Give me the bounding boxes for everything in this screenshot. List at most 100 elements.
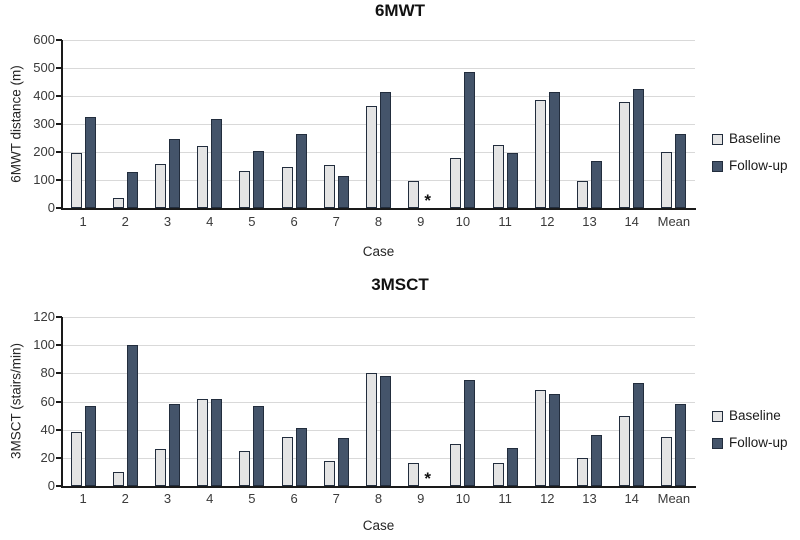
bar-baseline (619, 102, 631, 208)
y-tick-mark (56, 485, 62, 487)
x-tick-label: 8 (374, 491, 383, 506)
bar-followup (675, 404, 687, 486)
bar-baseline (197, 399, 209, 486)
x-axis-title-6mwt: Case (362, 244, 395, 259)
y-tick-label: 0 (47, 478, 55, 493)
x-tick-label: 10 (455, 491, 471, 506)
gridline (62, 317, 695, 318)
y-tick-mark (56, 344, 62, 346)
bar-followup (169, 139, 180, 208)
y-tick-mark (56, 123, 62, 125)
y-tick-label: 500 (33, 60, 55, 75)
bar-followup (253, 151, 265, 208)
x-tick-label: Mean (657, 491, 691, 506)
gridline (62, 124, 695, 125)
gridline (62, 345, 695, 346)
bar-followup (84, 117, 96, 208)
legend-label: Follow-up (729, 435, 788, 450)
bar-baseline (408, 181, 420, 208)
bar-baseline (661, 437, 673, 486)
bar-baseline (281, 437, 293, 486)
x-axis-line (61, 208, 696, 210)
x-tick-label: 13 (582, 214, 597, 229)
x-tick-label: 1 (79, 214, 87, 229)
y-tick-mark (56, 95, 62, 97)
bar-followup (211, 399, 223, 486)
bar-followup (548, 92, 560, 208)
bar-baseline (450, 158, 462, 208)
y-axis-line (61, 317, 63, 488)
gridline (62, 180, 695, 181)
y-tick-mark (56, 316, 62, 318)
bar-baseline (155, 449, 166, 486)
y-tick-mark (56, 179, 62, 181)
bar-followup (380, 376, 391, 486)
bar-followup (169, 404, 180, 486)
bar-followup (211, 119, 223, 208)
bar-followup (84, 406, 96, 486)
y-tick-mark (56, 67, 62, 69)
y-tick-mark (56, 151, 62, 153)
y-tick-label: 0 (47, 200, 55, 215)
bar-baseline (577, 458, 588, 486)
x-tick-label: 14 (624, 214, 639, 229)
chart-title-3msct: 3MSCT (371, 275, 429, 294)
x-tick-label: 12 (540, 214, 555, 229)
x-tick-label: Mean (657, 214, 691, 229)
x-tick-label: 5 (248, 491, 256, 506)
x-tick-label: 12 (540, 491, 555, 506)
y-tick-label: 120 (33, 309, 55, 324)
bar-baseline (239, 171, 251, 208)
legend-item-follow-up: Follow-up (712, 159, 788, 173)
y-tick-label: 60 (40, 394, 55, 409)
bar-baseline (197, 146, 209, 208)
chart-title-6mwt: 6MWT (374, 1, 426, 20)
gridline (62, 68, 695, 69)
bar-followup (126, 345, 138, 486)
bar-baseline (450, 444, 462, 486)
missing-data-asterisk: * (424, 469, 431, 488)
y-tick-mark (56, 401, 62, 403)
bar-followup (675, 134, 687, 208)
x-tick-label: 10 (455, 214, 471, 229)
bar-followup (464, 380, 476, 486)
bar-baseline (408, 463, 420, 486)
bar-baseline (155, 164, 166, 208)
y-tick-label: 40 (40, 422, 55, 437)
y-tick-label: 20 (40, 450, 55, 465)
x-tick-label: 6 (290, 214, 298, 229)
bar-followup (253, 406, 265, 486)
bar-baseline (366, 373, 377, 486)
y-tick-label: 200 (33, 144, 55, 159)
bar-followup (506, 448, 518, 486)
y-tick-mark (56, 372, 62, 374)
bar-baseline (70, 432, 82, 486)
legend-item-baseline: Baseline (712, 409, 781, 423)
legend-swatch (712, 410, 723, 422)
gridline (62, 152, 695, 153)
x-tick-label: 8 (374, 214, 383, 229)
legend-label: Baseline (729, 131, 781, 146)
x-tick-label: 6 (290, 491, 298, 506)
y-tick-mark (56, 207, 62, 209)
y-axis-title-3msct: 3MSCT (stairs/min) (8, 342, 24, 460)
x-tick-label: 4 (206, 491, 214, 506)
y-tick-label: 600 (33, 32, 55, 47)
bar-baseline (577, 181, 588, 208)
bar-followup (548, 394, 560, 486)
x-tick-label: 2 (121, 214, 129, 229)
y-tick-mark (56, 429, 62, 431)
gridline (62, 430, 695, 431)
x-tick-label: 3 (163, 214, 172, 229)
y-tick-label: 300 (33, 116, 55, 131)
bar-followup (591, 161, 602, 208)
bar-followup (295, 428, 307, 486)
x-tick-label: 5 (248, 214, 256, 229)
y-tick-mark (56, 457, 62, 459)
legend-label: Follow-up (729, 158, 788, 173)
bar-followup (464, 72, 476, 208)
x-tick-label: 3 (163, 491, 172, 506)
